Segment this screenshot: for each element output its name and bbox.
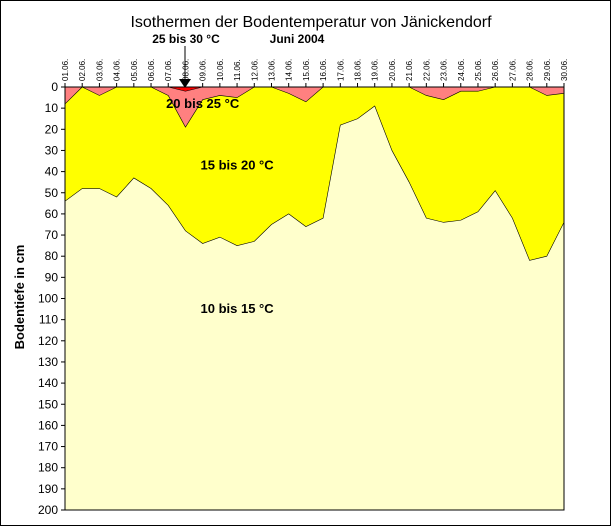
y-tick-label: 30 — [45, 143, 59, 157]
x-axis-ticks: 01.06. 02.06. 03.06. 04.06. 05.06. 06.06. 07.0… — [61, 59, 569, 87]
x-tick-label: 30.06. — [560, 59, 569, 81]
x-tick-label: 22.06. — [422, 59, 431, 81]
x-tick-label: 11.06. — [233, 59, 242, 81]
x-tick-label: 04.06. — [113, 59, 122, 81]
y-tick-label: 10 — [45, 101, 59, 115]
y-tick-label: 90 — [45, 270, 59, 284]
y-tick-label: 200 — [38, 503, 58, 517]
y-tick-label: 70 — [45, 228, 59, 242]
y-tick-label: 130 — [38, 355, 58, 369]
y-tick-label: 50 — [45, 186, 59, 200]
x-tick-label: 18.06. — [354, 59, 363, 81]
zone-labels: 20 bis 25 °C 15 bis 20 °C 10 bis 15 °C — [166, 96, 274, 316]
x-tick-label: 14.06. — [285, 59, 294, 81]
area-band-3 — [64, 86, 565, 261]
y-axis-label: Bodentiefe in cm — [12, 245, 27, 350]
y-tick-label: 160 — [38, 418, 58, 432]
y-tick-label: 190 — [38, 482, 58, 496]
y-tick-label: 140 — [38, 376, 58, 390]
y-tick-label: 20 — [45, 122, 59, 136]
x-tick-label: 27.06. — [508, 59, 517, 81]
area-layers — [64, 86, 565, 511]
y-tick-label: 60 — [45, 207, 59, 221]
y-tick-label: 150 — [38, 397, 58, 411]
x-tick-label: 21.06. — [405, 59, 414, 81]
x-tick-label: 03.06. — [95, 59, 104, 81]
x-tick-label: 25.06. — [474, 59, 483, 81]
x-tick-label: 23.06. — [440, 59, 449, 81]
x-tick-label: 28.06. — [526, 59, 535, 81]
x-tick-label: 02.06. — [78, 59, 87, 81]
zone-label: 15 bis 20 °C — [201, 157, 275, 172]
x-tick-label: 29.06. — [543, 59, 552, 81]
y-tick-label: 80 — [45, 249, 59, 263]
y-tick-label: 120 — [38, 334, 58, 348]
x-tick-label: 16.06. — [319, 59, 328, 81]
zone-label: 10 bis 15 °C — [201, 301, 275, 316]
chart-subtitle-month: Juni 2004 — [270, 32, 325, 46]
y-tick-label: 40 — [45, 165, 59, 179]
chart-title: Isothermen der Bodentemperatur von Jänic… — [130, 14, 492, 31]
y-axis-ticks: 0 10 20 30 40 50 60 70 80 90 100 110 120 130 140 150 160… — [38, 80, 65, 517]
y-tick-label: 100 — [38, 292, 58, 306]
y-tick-label: 170 — [38, 440, 58, 454]
x-tick-label: 19.06. — [371, 59, 380, 81]
x-tick-label: 07.06. — [164, 59, 173, 81]
y-tick-label: 180 — [38, 461, 58, 475]
x-tick-label: 05.06. — [130, 59, 139, 81]
x-tick-label: 20.06. — [388, 59, 397, 81]
x-tick-label: 15.06. — [302, 59, 311, 81]
x-tick-label: 06.06. — [147, 59, 156, 81]
x-tick-label: 10.06. — [216, 59, 225, 81]
x-tick-label: 09.06. — [199, 59, 208, 81]
x-tick-label: 24.06. — [457, 59, 466, 81]
x-tick-label: 12.06. — [250, 59, 259, 81]
y-tick-label: 0 — [51, 80, 58, 94]
x-tick-label: 01.06. — [61, 59, 70, 81]
x-tick-label: 13.06. — [267, 59, 276, 81]
x-tick-label: 26.06. — [491, 59, 500, 81]
x-tick-label: 17.06. — [336, 59, 345, 81]
y-tick-label: 110 — [39, 313, 58, 327]
x-tick-label: 08.06. — [181, 59, 190, 81]
zone-label: 20 bis 25 °C — [166, 96, 240, 111]
chart-subtitle-range: 25 bis 30 °C — [152, 32, 220, 46]
